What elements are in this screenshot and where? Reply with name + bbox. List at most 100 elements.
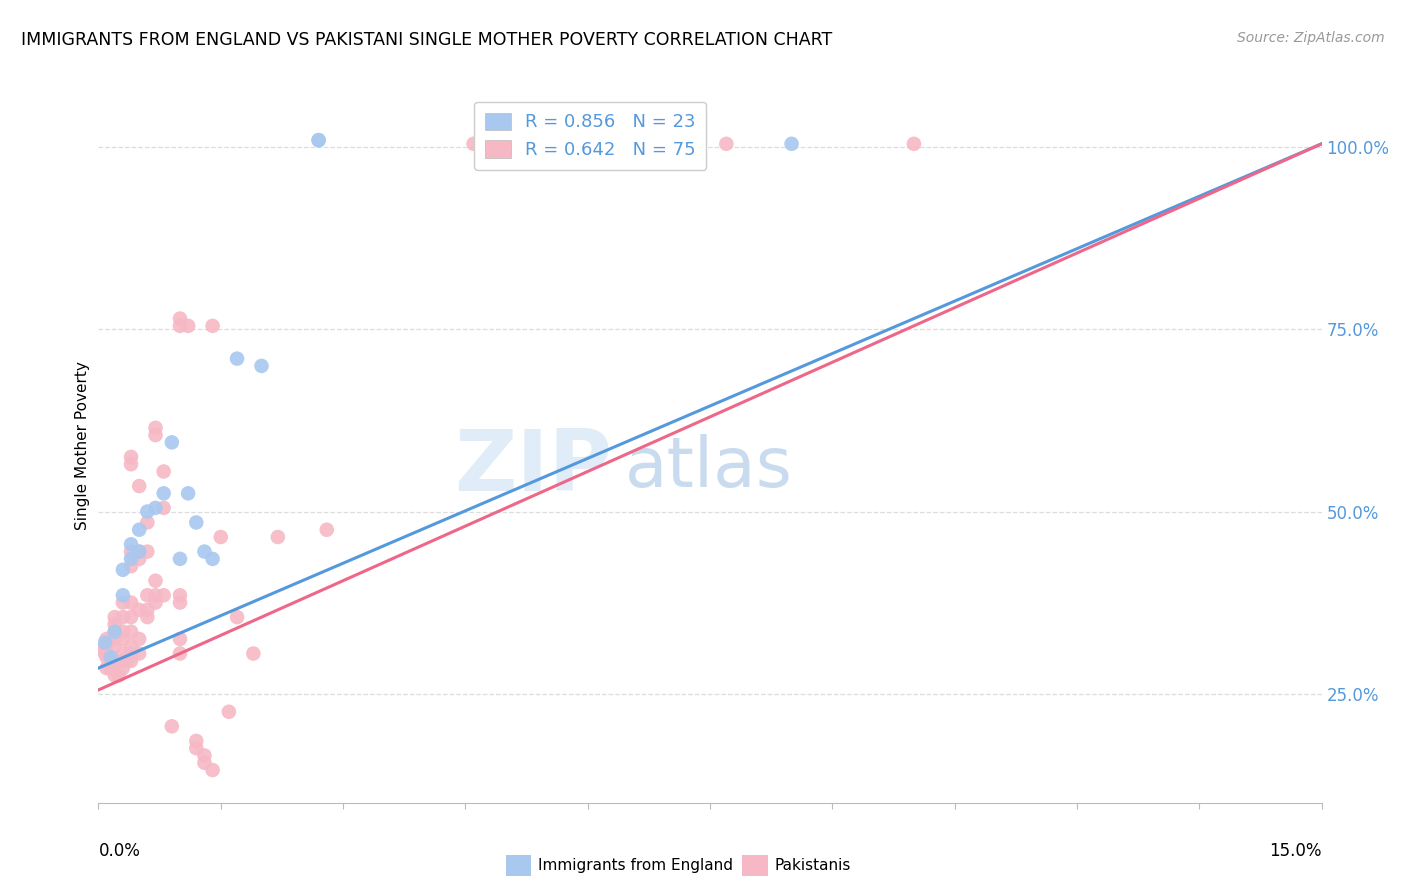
Point: [226, 351, 249, 366]
Point: [201, 763, 224, 777]
Text: 0.0%: 0.0%: [98, 842, 141, 860]
Point: [128, 603, 150, 617]
Point: [145, 574, 167, 588]
Point: [201, 552, 224, 566]
Point: [120, 624, 142, 639]
Point: [308, 133, 330, 147]
Point: [152, 588, 174, 602]
Point: [186, 516, 208, 530]
Point: [308, 133, 330, 147]
Point: [104, 617, 127, 632]
Point: [100, 661, 122, 675]
Point: [218, 705, 240, 719]
Point: [104, 632, 127, 646]
Point: [169, 552, 191, 566]
Text: IMMIGRANTS FROM ENGLAND VS PAKISTANI SINGLE MOTHER POVERTY CORRELATION CHART: IMMIGRANTS FROM ENGLAND VS PAKISTANI SIN…: [21, 31, 832, 49]
Point: [145, 500, 167, 515]
Point: [177, 486, 200, 500]
Point: [104, 668, 127, 682]
Point: [169, 647, 191, 661]
Point: [96, 661, 118, 675]
Point: [100, 650, 122, 665]
Point: [96, 632, 118, 646]
Point: [242, 647, 264, 661]
Point: [780, 136, 803, 151]
Point: [111, 661, 134, 675]
Text: atlas: atlas: [624, 434, 792, 501]
Point: [209, 530, 232, 544]
Point: [136, 544, 159, 558]
Point: [136, 516, 159, 530]
Text: Source: ZipAtlas.com: Source: ZipAtlas.com: [1237, 31, 1385, 45]
Point: [152, 486, 174, 500]
Y-axis label: Single Mother Poverty: Single Mother Poverty: [75, 361, 90, 531]
Point: [111, 647, 134, 661]
Point: [120, 450, 142, 464]
Text: 15.0%: 15.0%: [1270, 842, 1322, 860]
Point: [104, 624, 127, 639]
Point: [128, 544, 150, 558]
Point: [94, 647, 117, 661]
Point: [250, 359, 273, 373]
Point: [716, 136, 738, 151]
Text: ZIP: ZIP: [454, 425, 612, 509]
Point: [104, 624, 127, 639]
Point: [169, 311, 191, 326]
Point: [145, 428, 167, 442]
Point: [96, 650, 118, 665]
Point: [111, 596, 134, 610]
Point: [111, 610, 134, 624]
Point: [193, 756, 215, 770]
Point: [315, 523, 337, 537]
Point: [136, 504, 159, 518]
Point: [128, 647, 150, 661]
Point: [111, 624, 134, 639]
Text: Pakistanis: Pakistanis: [775, 858, 851, 873]
Point: [120, 552, 142, 566]
Point: [128, 523, 150, 537]
Point: [152, 500, 174, 515]
Point: [120, 654, 142, 668]
Point: [903, 136, 925, 151]
Point: [96, 639, 118, 653]
Point: [267, 530, 290, 544]
Point: [226, 610, 249, 624]
Point: [463, 136, 485, 151]
Point: [169, 632, 191, 646]
Point: [152, 465, 174, 479]
Point: [104, 610, 127, 624]
Point: [120, 537, 142, 551]
Point: [111, 588, 134, 602]
Point: [91, 643, 114, 657]
Point: [104, 654, 127, 668]
Text: Immigrants from England: Immigrants from England: [538, 858, 734, 873]
Point: [145, 588, 167, 602]
Point: [108, 668, 131, 682]
Point: [201, 318, 224, 333]
Point: [136, 610, 159, 624]
Point: [120, 647, 142, 661]
Point: [160, 719, 183, 733]
Point: [120, 596, 142, 610]
Point: [111, 563, 134, 577]
Point: [186, 741, 208, 756]
Point: [111, 654, 134, 668]
Point: [169, 318, 191, 333]
Point: [128, 552, 150, 566]
Point: [177, 318, 200, 333]
Point: [193, 544, 215, 558]
Point: [128, 632, 150, 646]
Point: [136, 603, 159, 617]
Point: [115, 654, 138, 668]
Point: [145, 596, 167, 610]
Point: [120, 559, 142, 574]
Point: [94, 635, 117, 649]
Point: [145, 421, 167, 435]
Point: [160, 435, 183, 450]
Point: [128, 479, 150, 493]
Point: [186, 734, 208, 748]
Point: [120, 610, 142, 624]
Point: [120, 457, 142, 471]
Point: [169, 588, 191, 602]
Legend: R = 0.856   N = 23, R = 0.642   N = 75: R = 0.856 N = 23, R = 0.642 N = 75: [474, 102, 706, 170]
